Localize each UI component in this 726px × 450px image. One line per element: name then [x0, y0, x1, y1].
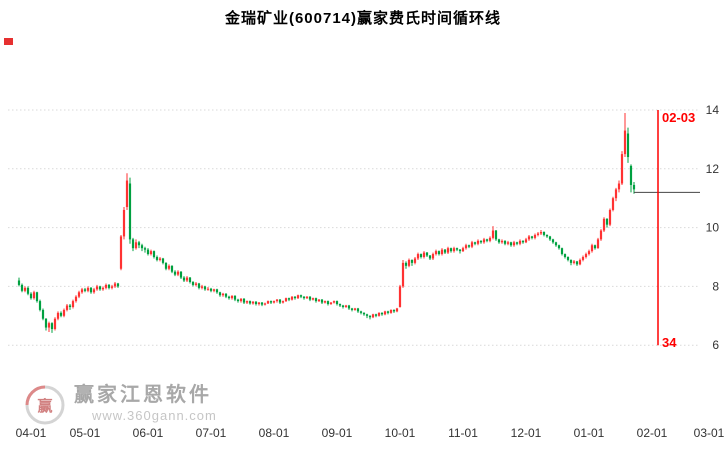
svg-text:12: 12: [706, 162, 720, 176]
svg-text:6: 6: [712, 338, 719, 352]
svg-text:05-01: 05-01: [70, 426, 101, 440]
svg-text:01-01: 01-01: [574, 426, 605, 440]
svg-text:03-01: 03-01: [694, 426, 725, 440]
red-marker: [4, 38, 13, 45]
svg-text:34: 34: [662, 335, 677, 350]
svg-text:02-01: 02-01: [637, 426, 668, 440]
svg-text:12-01: 12-01: [511, 426, 542, 440]
watermark-text: 赢家江恩软件 www.360gann.com: [74, 384, 217, 423]
svg-text:08-01: 08-01: [259, 426, 290, 440]
svg-text:10-01: 10-01: [385, 426, 416, 440]
svg-text:06-01: 06-01: [133, 426, 164, 440]
svg-text:11-01: 11-01: [448, 426, 478, 440]
svg-text:10: 10: [706, 221, 720, 235]
svg-text:07-01: 07-01: [196, 426, 227, 440]
chart-title: 金瑞矿业(600714)赢家费氏时间循环线: [224, 10, 502, 27]
svg-text:赢: 赢: [37, 397, 52, 415]
watermark-brand: 赢家江恩软件: [74, 384, 212, 406]
svg-text:09-01: 09-01: [322, 426, 353, 440]
watermark: 赢 赢家江恩软件 www.360gann.com: [24, 384, 217, 426]
svg-text:04-01: 04-01: [16, 426, 47, 440]
svg-text:02-03: 02-03: [662, 110, 695, 125]
watermark-url: www.360gann.com: [92, 408, 217, 423]
svg-text:14: 14: [706, 103, 720, 117]
brand-logo-icon: 赢: [25, 385, 65, 425]
svg-text:8: 8: [712, 279, 719, 293]
